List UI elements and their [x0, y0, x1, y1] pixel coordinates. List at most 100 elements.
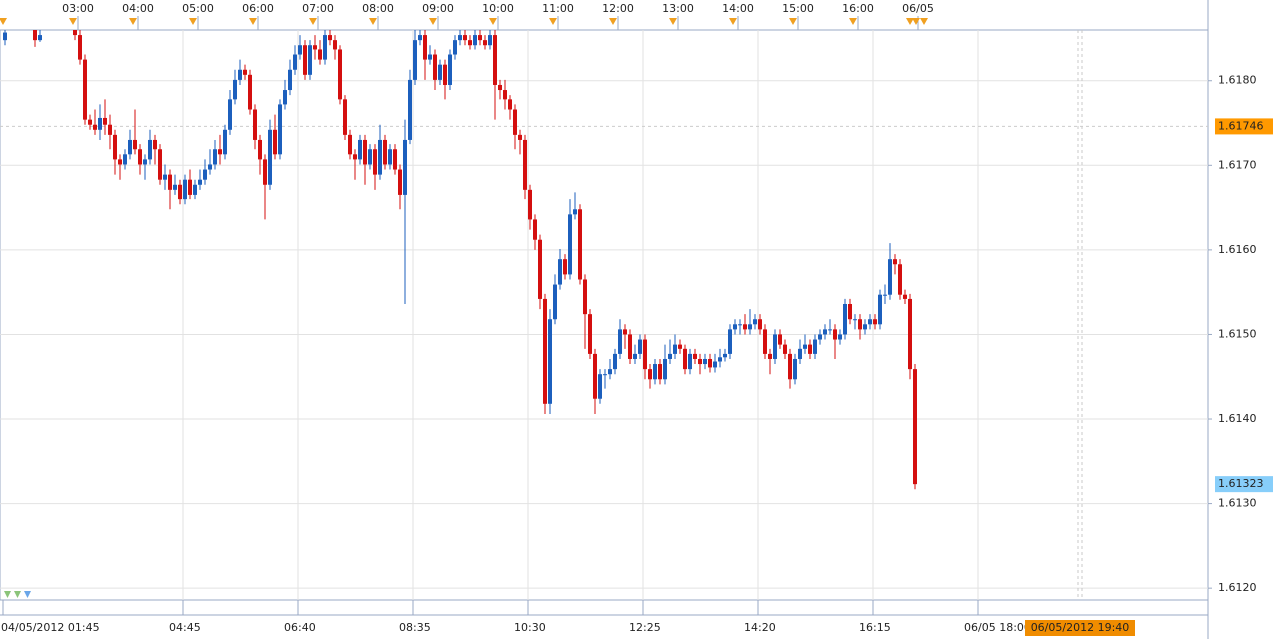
candle-body	[793, 358, 797, 380]
event-marker	[69, 18, 77, 25]
candle-body	[738, 324, 742, 326]
candle-body	[788, 353, 792, 380]
candle-body	[108, 124, 112, 135]
candle-body	[723, 353, 727, 358]
top-tick-label: 07:00	[302, 2, 334, 15]
x-tick-label: 08:35	[399, 621, 431, 634]
candle-body	[588, 314, 592, 354]
price-marker-label: 1.61746	[1218, 119, 1264, 132]
price-marker-box	[1215, 118, 1273, 135]
cursor-label-box	[1025, 620, 1135, 636]
candle-body	[908, 298, 912, 370]
candle-body	[803, 344, 807, 349]
top-tick-label: 03:00	[62, 2, 94, 15]
candle-body	[483, 40, 487, 46]
candle-body	[538, 239, 542, 299]
candle-body	[343, 99, 347, 135]
candle-body	[443, 64, 447, 85]
candle-body	[563, 259, 567, 275]
candle-body	[168, 174, 172, 190]
x-tick-label: 04:45	[169, 621, 201, 634]
candle-body	[508, 99, 512, 110]
x-tick-label: 10:30	[514, 621, 546, 634]
candle-body	[548, 319, 552, 404]
candle-body	[893, 259, 897, 265]
candle-body	[98, 117, 102, 130]
candle-body	[293, 54, 297, 70]
x-tick-label: 06:40	[284, 621, 316, 634]
candle-body	[453, 40, 457, 55]
candle-body	[213, 149, 217, 165]
candle-body	[698, 358, 702, 365]
candle-body	[703, 358, 707, 365]
candle-body	[3, 32, 7, 41]
candle-body	[318, 49, 322, 60]
candle-body	[338, 49, 342, 100]
candle-body	[93, 124, 97, 130]
candle-body	[378, 139, 382, 175]
candle-body	[828, 329, 832, 331]
top-tick-label: 04:00	[122, 2, 154, 15]
candle-body	[438, 64, 442, 80]
candle-body	[428, 54, 432, 60]
candle-body	[558, 259, 562, 285]
top-tick-label: 13:00	[662, 2, 694, 15]
candle-body	[223, 129, 227, 155]
candle-body	[773, 334, 777, 359]
candle-body	[743, 324, 747, 330]
candle-body	[728, 329, 732, 354]
y-tick-label: 1.6170	[1218, 158, 1257, 171]
candle-body	[638, 339, 642, 354]
y-tick-label: 1.6180	[1218, 74, 1257, 87]
candle-body	[383, 139, 387, 165]
candle-body	[253, 109, 257, 140]
y-tick-label: 1.6120	[1218, 581, 1257, 594]
candle-body	[463, 35, 467, 41]
candle-body	[248, 74, 252, 110]
candle-body	[693, 353, 697, 359]
candle-body	[288, 69, 292, 91]
candle-body	[843, 304, 847, 335]
candle-body	[243, 69, 247, 75]
candle-body	[658, 364, 662, 380]
price-marker-box	[1215, 476, 1273, 493]
candle-body	[533, 219, 537, 240]
event-marker	[920, 18, 928, 25]
candle-body	[858, 319, 862, 330]
event-marker	[729, 18, 737, 25]
candle-body	[433, 54, 437, 80]
candle-body	[713, 361, 717, 368]
candle-body	[783, 344, 787, 354]
event-marker	[912, 18, 920, 25]
event-marker	[369, 18, 377, 25]
candle-body	[868, 319, 872, 325]
y-tick-label: 1.6140	[1218, 412, 1257, 425]
candle-body	[668, 353, 672, 359]
event-marker	[789, 18, 797, 25]
candle-body	[478, 35, 482, 41]
candle-body	[733, 324, 737, 330]
candle-body	[888, 259, 892, 295]
candle-body	[38, 35, 42, 41]
cursor-label: 06/05/2012 19:40	[1031, 621, 1130, 634]
candle-body	[208, 164, 212, 170]
candle-body	[653, 364, 657, 380]
candle-body	[143, 159, 147, 165]
candle-body	[878, 294, 882, 325]
candle-body	[838, 334, 842, 340]
candle-body	[418, 35, 422, 41]
candle-body	[708, 358, 712, 368]
x-tick-label: 06/05 18:00	[964, 621, 1031, 634]
event-marker	[309, 18, 317, 25]
top-tick-label: 14:00	[722, 2, 754, 15]
candle-body	[258, 139, 262, 160]
candle-body	[313, 45, 317, 50]
candle-body	[328, 35, 332, 41]
candle-body	[863, 324, 867, 330]
candle-body	[218, 149, 222, 155]
candle-body	[133, 139, 137, 150]
event-marker	[129, 18, 137, 25]
candle-body	[673, 344, 677, 354]
candle-body	[468, 40, 472, 46]
candle-body	[578, 209, 582, 280]
